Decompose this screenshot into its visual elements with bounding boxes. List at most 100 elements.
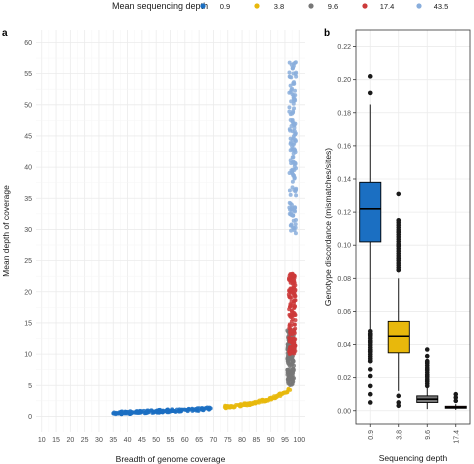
scatter-point-17.4 — [287, 307, 292, 312]
scatter-point-17.4 — [290, 281, 295, 286]
x-tick-label-a: 85 — [252, 437, 260, 444]
box-body — [359, 181, 382, 243]
x-axis-label-b: Sequencing depth — [379, 453, 448, 463]
scatter-point-43.5 — [293, 60, 298, 65]
scatter-point-43.5 — [288, 201, 293, 206]
scatter-point-43.5 — [289, 99, 294, 104]
scatter-point-17.4 — [288, 287, 293, 292]
scatter-point-3.8 — [228, 404, 233, 409]
scatter-point-43.5 — [290, 66, 295, 71]
legend-title: Mean sequencing depth — [112, 1, 208, 11]
x-tick-label-a: 50 — [152, 437, 160, 444]
scatter-point-43.5 — [292, 97, 297, 102]
x-tick-label-a: 60 — [181, 437, 189, 444]
legend: Mean sequencing depth 0.9 3.8 9.6 17.4 43.5 — [112, 1, 448, 11]
outlier-point — [367, 383, 373, 389]
scatter-point-3.8 — [241, 403, 246, 408]
scatter-point-17.4 — [292, 322, 297, 327]
box-plot-border — [355, 29, 471, 425]
legend-marker-4 — [416, 3, 422, 9]
legend-label-2: 9.6 — [328, 2, 338, 11]
scatter-point-43.5 — [291, 218, 296, 223]
x-tick-label-a: 75 — [224, 437, 232, 444]
legend-marker-1 — [254, 3, 260, 9]
scatter-point-43.5 — [292, 176, 297, 181]
scatter-point-17.4 — [288, 346, 293, 351]
scatter-point-17.4 — [289, 328, 294, 333]
scatter-point-3.8 — [278, 391, 283, 396]
legend-label-1: 3.8 — [274, 2, 284, 11]
scatter-points — [111, 60, 299, 417]
y-tick-label-a: 5 — [28, 383, 32, 390]
scatter-point-0.9 — [195, 406, 200, 411]
scatter-point-17.4 — [287, 295, 292, 300]
outlier-point — [453, 398, 459, 404]
y-tick-label-a: 45 — [24, 133, 32, 140]
x-tick-label-a: 30 — [95, 437, 103, 444]
scatter-point-0.9 — [203, 406, 208, 411]
y-tick-label-b: 0.14 — [337, 176, 351, 183]
scatter-point-17.4 — [287, 339, 292, 344]
y-axis-label-a: Mean depth of coverage — [1, 185, 11, 277]
scatter-point-43.5 — [291, 121, 296, 126]
scatter-point-0.9 — [207, 405, 212, 410]
outlier-point — [424, 358, 430, 364]
panel-label-a: a — [2, 28, 8, 39]
scatter-point-0.9 — [146, 408, 151, 413]
scatter-point-43.5 — [291, 81, 296, 86]
scatter-point-43.5 — [292, 226, 297, 231]
x-tick-label-a: 95 — [281, 437, 289, 444]
y-tick-label-a: 25 — [24, 258, 32, 265]
box-0.9 — [359, 74, 382, 405]
outlier-point — [367, 367, 373, 372]
y-tick-label-b: 0.20 — [337, 77, 351, 84]
scatter-point-43.5 — [287, 109, 292, 114]
scatter-point-17.4 — [290, 332, 295, 337]
x-tick-label-a: 65 — [195, 437, 203, 444]
outlier-point — [367, 391, 373, 397]
y-tick-label-a: 40 — [24, 165, 32, 172]
legend-label-3: 17.4 — [380, 2, 395, 11]
scatter-point-0.9 — [173, 409, 178, 414]
y-tick-label-a: 50 — [24, 102, 32, 109]
scatter-point-17.4 — [293, 326, 298, 331]
scatter-point-43.5 — [293, 150, 298, 155]
scatter-point-17.4 — [292, 294, 297, 299]
y-tick-label-b: 0.00 — [337, 408, 351, 415]
scatter-point-43.5 — [287, 74, 292, 79]
scatter-point-0.9 — [170, 408, 175, 413]
y-tick-label-a: 30 — [24, 227, 32, 234]
scatter-point-17.4 — [287, 351, 292, 356]
scatter-point-43.5 — [287, 60, 292, 65]
x-tick-label-a: 15 — [52, 437, 60, 444]
scatter-point-43.5 — [287, 105, 292, 110]
scatter-point-43.5 — [292, 208, 297, 213]
y-tick-label-a: 20 — [24, 289, 32, 296]
scatter-point-3.8 — [232, 404, 237, 409]
x-tick-label-a: 100 — [293, 437, 305, 444]
scatter-point-43.5 — [293, 71, 298, 76]
box-body — [387, 320, 410, 354]
scatter-point-43.5 — [288, 140, 293, 145]
scatter-point-17.4 — [292, 312, 297, 317]
scatter-point-3.8 — [268, 397, 273, 402]
scatter-point-43.5 — [288, 128, 293, 133]
scatter-point-0.9 — [116, 411, 121, 416]
scatter-point-9.6 — [288, 369, 293, 374]
scatter-point-43.5 — [288, 89, 293, 94]
scatter-point-9.6 — [290, 379, 295, 384]
scatter-point-17.4 — [292, 337, 297, 342]
y-tick-label-b: 0.06 — [337, 309, 351, 316]
scatter-point-43.5 — [288, 192, 293, 197]
scatter-point-43.5 — [287, 188, 292, 193]
scatter-point-3.8 — [253, 400, 258, 405]
scatter-point-43.5 — [291, 101, 296, 106]
scatter-point-43.5 — [294, 186, 299, 191]
scatter-point-3.8 — [288, 387, 293, 392]
panel-label-b: b — [324, 28, 330, 39]
x-tick-label-a: 55 — [167, 437, 175, 444]
scatter-point-17.4 — [292, 298, 297, 303]
outlier-point — [424, 353, 430, 359]
scatter-point-9.6 — [288, 374, 293, 379]
